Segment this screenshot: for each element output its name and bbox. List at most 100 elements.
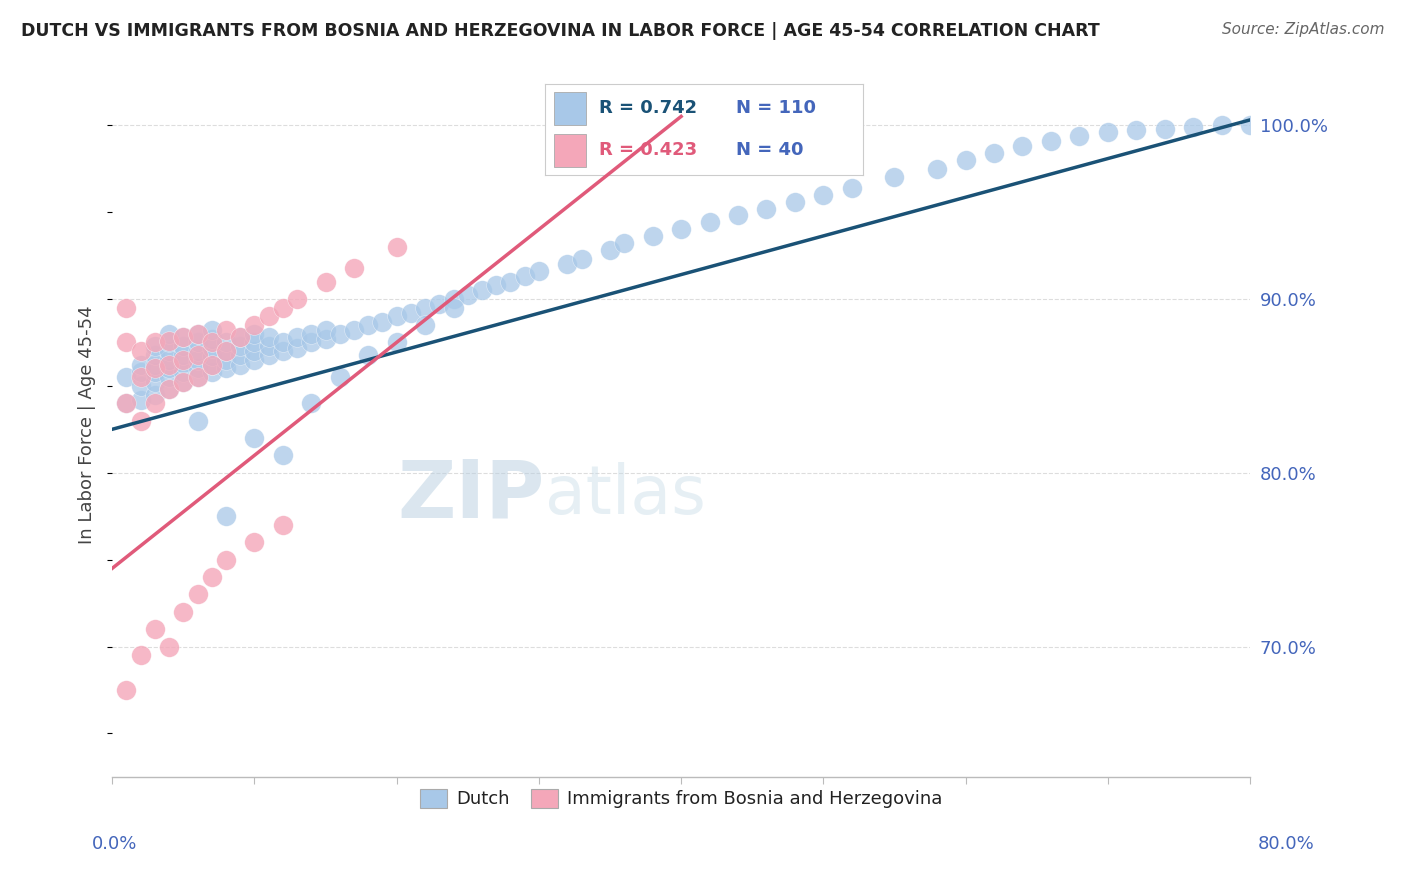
Point (457, 288, 479, 302)
Text: DUTCH VS IMMIGRANTS FROM BOSNIA AND HERZEGOVINA IN LABOR FORCE | AGE 45-54 CORRE: DUTCH VS IMMIGRANTS FROM BOSNIA AND HERZ… (21, 22, 1099, 40)
Point (115, 370, 138, 384)
Point (129, 379, 152, 393)
Point (215, 352, 238, 367)
Point (499, 275, 522, 289)
Point (143, 365, 166, 379)
Point (129, 358, 152, 372)
Point (172, 605, 194, 619)
Point (1039, 134, 1062, 148)
Point (201, 341, 224, 355)
Point (187, 370, 209, 384)
Point (243, 344, 266, 359)
Point (201, 332, 224, 346)
Point (187, 361, 209, 376)
Point (215, 344, 238, 359)
Point (172, 376, 194, 390)
Point (399, 306, 422, 320)
Point (315, 275, 337, 289)
Point (443, 301, 465, 315)
Point (229, 339, 252, 353)
Point (471, 283, 494, 297)
Text: Source: ZipAtlas.com: Source: ZipAtlas.com (1222, 22, 1385, 37)
Point (215, 361, 238, 376)
Point (243, 318, 266, 332)
Point (157, 382, 180, 396)
Point (115, 396, 138, 410)
Point (143, 339, 166, 353)
Point (413, 318, 436, 332)
Point (357, 347, 380, 361)
Point (229, 330, 252, 344)
Point (883, 170, 905, 185)
Point (783, 194, 806, 209)
Text: ZIP: ZIP (398, 457, 544, 534)
Point (129, 392, 152, 407)
Point (271, 344, 294, 359)
Point (299, 396, 322, 410)
Point (427, 297, 450, 311)
Point (201, 358, 224, 372)
Point (485, 278, 508, 293)
Point (143, 361, 166, 376)
Point (201, 365, 224, 379)
Point (143, 387, 166, 401)
Point (172, 356, 194, 370)
Point (201, 349, 224, 363)
Point (571, 252, 593, 266)
Point (201, 335, 224, 350)
Point (243, 326, 266, 341)
Point (201, 358, 224, 372)
Point (172, 330, 194, 344)
Point (129, 648, 152, 663)
Point (385, 335, 408, 350)
Point (201, 570, 224, 584)
Point (129, 414, 152, 428)
Point (983, 145, 1005, 160)
Point (229, 358, 252, 372)
Point (329, 326, 352, 341)
Point (257, 339, 280, 353)
Point (727, 209, 749, 223)
Point (215, 509, 238, 524)
Point (443, 292, 465, 306)
Point (157, 335, 180, 350)
Point (343, 260, 366, 275)
Point (115, 335, 138, 350)
Point (955, 153, 977, 167)
Point (285, 341, 308, 355)
Point (755, 202, 778, 216)
Point (143, 622, 166, 636)
Point (157, 334, 180, 348)
Point (527, 264, 550, 278)
Point (201, 323, 224, 337)
Point (927, 161, 949, 176)
Point (229, 347, 252, 361)
Legend: Dutch, Immigrants from Bosnia and Herzegovina: Dutch, Immigrants from Bosnia and Herzeg… (412, 782, 949, 815)
Point (157, 326, 180, 341)
Point (271, 335, 294, 350)
Point (257, 310, 280, 324)
Point (172, 376, 194, 390)
Point (129, 370, 152, 384)
Point (215, 323, 238, 337)
Text: 80.0%: 80.0% (1258, 835, 1315, 853)
Point (641, 229, 664, 244)
Point (557, 257, 579, 271)
Point (215, 344, 238, 359)
Point (157, 344, 180, 359)
Point (187, 326, 209, 341)
Point (143, 376, 166, 390)
Point (187, 335, 209, 350)
Text: 0.0%: 0.0% (91, 835, 136, 853)
Point (157, 352, 180, 367)
Point (129, 344, 152, 359)
Point (1239, 118, 1261, 132)
Point (143, 358, 166, 372)
Point (187, 370, 209, 384)
Point (243, 352, 266, 367)
Point (385, 310, 408, 324)
Point (215, 335, 238, 350)
Point (115, 301, 138, 315)
Point (285, 292, 308, 306)
Point (143, 347, 166, 361)
